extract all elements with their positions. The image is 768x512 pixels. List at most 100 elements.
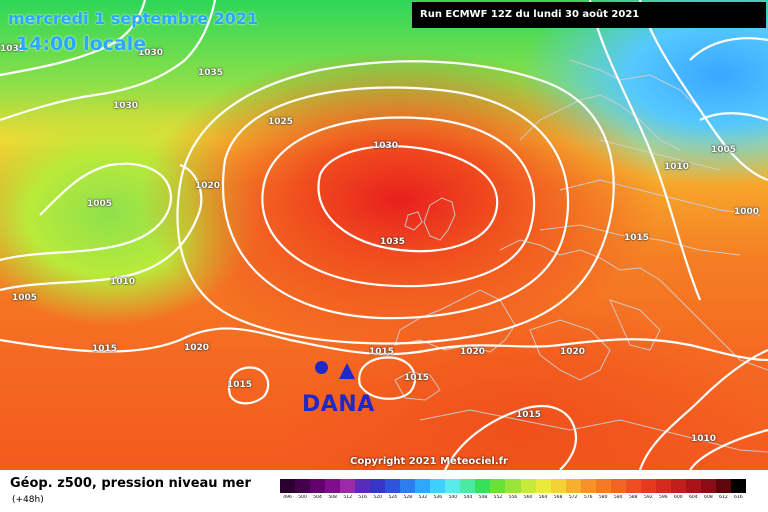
isobar-label: 1000 [734, 207, 760, 217]
scale-swatch [550, 479, 566, 493]
scale-swatch [310, 479, 326, 493]
isobar-label: 1010 [110, 277, 136, 287]
scale-tick-label: 552 [493, 495, 503, 500]
isobar-label: 1020 [460, 347, 486, 357]
lead-time: (+48h) [12, 495, 44, 505]
scale-tick-label: 576 [583, 495, 593, 500]
parameter-title: Géop. z500, pression niveau mer [10, 476, 251, 491]
scale-swatch [730, 479, 746, 493]
coastlines-and-isobars [394, 59, 768, 453]
legend-footer: Géop. z500, pression niveau mer (+48h) 4… [0, 470, 768, 512]
isobar-label: 1005 [12, 293, 38, 303]
isobar-label: 1020 [184, 343, 210, 353]
forecast-date: mercredi 1 septembre 2021 [8, 9, 259, 28]
scale-tick-label: 512 [343, 495, 352, 500]
scale-swatch [685, 479, 701, 493]
scale-tick-label: 588 [628, 495, 638, 500]
forecast-time: 14:00 locale [16, 33, 147, 55]
scale-swatch [460, 479, 476, 493]
scale-swatch [715, 479, 731, 493]
scale-tick-label: 580 [598, 495, 608, 500]
scale-tick-label: 500 [298, 495, 307, 500]
scale-tick-label: 584 [613, 495, 623, 500]
triangle-marker-icon [339, 363, 355, 379]
isobar-label: 1015 [624, 233, 650, 243]
scale-swatch [430, 479, 446, 493]
scale-tick-label: 568 [553, 495, 563, 500]
scale-tick-label: 592 [643, 495, 653, 500]
isobar-label: 1005 [87, 199, 113, 209]
scale-tick-label: 612 [719, 495, 728, 500]
scale-swatch [580, 479, 596, 493]
scale-swatch [670, 479, 686, 493]
isobar-label: 1005 [711, 145, 737, 155]
model-run-banner: Run ECMWF 12Z du lundi 30 août 2021 [412, 2, 766, 28]
isobar-label: 1030 [373, 141, 399, 151]
scale-swatch [415, 479, 431, 493]
scale-tick-label: 600 [674, 495, 683, 500]
copyright-text: Copyright 2021 Meteociel.fr [350, 456, 508, 467]
scale-tick-label: 544 [463, 495, 473, 500]
scale-swatch [400, 479, 416, 493]
scale-tick-label: 596 [659, 495, 668, 500]
scale-swatch [445, 479, 461, 493]
scale-swatch [340, 479, 356, 493]
isobar-label: 1030 [113, 101, 139, 111]
scale-tick-label: 532 [418, 495, 428, 500]
scale-swatch [625, 479, 641, 493]
scale-swatch [295, 479, 311, 493]
isobar-label: 1015 [369, 347, 395, 357]
weather-map: 1035 1030 1035 1030 1025 1030 1020 1005 … [0, 0, 768, 470]
scale-tick-label: 564 [538, 495, 548, 500]
scale-swatch [595, 479, 611, 493]
scale-swatch [385, 479, 401, 493]
isobar-label: 1015 [516, 410, 542, 420]
isobar-label: 1010 [664, 162, 690, 172]
scale-swatch [475, 479, 491, 493]
scale-swatch [700, 479, 716, 493]
scale-swatch [655, 479, 671, 493]
scale-tick-label: 516 [358, 495, 367, 500]
isobar-label: 1035 [380, 237, 406, 247]
scale-tick-label: 496 [283, 495, 292, 500]
isobar-label: 1030 [138, 48, 164, 58]
scale-tick-label: 524 [388, 495, 398, 500]
scale-tick-label: 572 [568, 495, 578, 500]
scale-tick-label: 504 [313, 495, 322, 500]
scale-swatch [325, 479, 341, 493]
low-center-marker [315, 361, 328, 374]
scale-swatch [490, 479, 506, 493]
scale-swatch [355, 479, 371, 493]
scale-tick-label: 556 [508, 495, 518, 500]
isobar-label: 1025 [268, 117, 294, 127]
isobar-label: 1020 [560, 347, 586, 357]
isobar-label: 1015 [404, 373, 430, 383]
isobar-label: 1010 [691, 434, 717, 444]
isobar-label: 1015 [227, 380, 253, 390]
scale-swatch [520, 479, 536, 493]
scale-tick-label: 604 [689, 495, 698, 500]
scale-swatch [535, 479, 551, 493]
scale-tick-label: 536 [433, 495, 443, 500]
isobar-label: 1035 [198, 68, 224, 78]
isobar-label: 1020 [195, 181, 221, 191]
scale-swatch [610, 479, 626, 493]
dana-annotation: DANA [302, 392, 375, 417]
scale-tick-label: 528 [403, 495, 413, 500]
scale-tick-label: 508 [328, 495, 337, 500]
color-scale-labels: 496 500 504 508 512 516 520 524 528 532 536 540 544 5… [280, 495, 746, 500]
isobar-label: 1035 [0, 44, 26, 54]
scale-swatch [505, 479, 521, 493]
scale-tick-label: 540 [448, 495, 458, 500]
scale-tick-label: 608 [704, 495, 713, 500]
scale-tick-label: 548 [478, 495, 488, 500]
color-scale [280, 479, 746, 493]
scale-tick-label: 616 [734, 495, 743, 500]
scale-swatch [640, 479, 656, 493]
scale-swatch [565, 479, 581, 493]
scale-swatch [370, 479, 386, 493]
scale-tick-label: 560 [523, 495, 533, 500]
scale-tick-label: 520 [373, 495, 382, 500]
scale-swatch [280, 479, 296, 493]
